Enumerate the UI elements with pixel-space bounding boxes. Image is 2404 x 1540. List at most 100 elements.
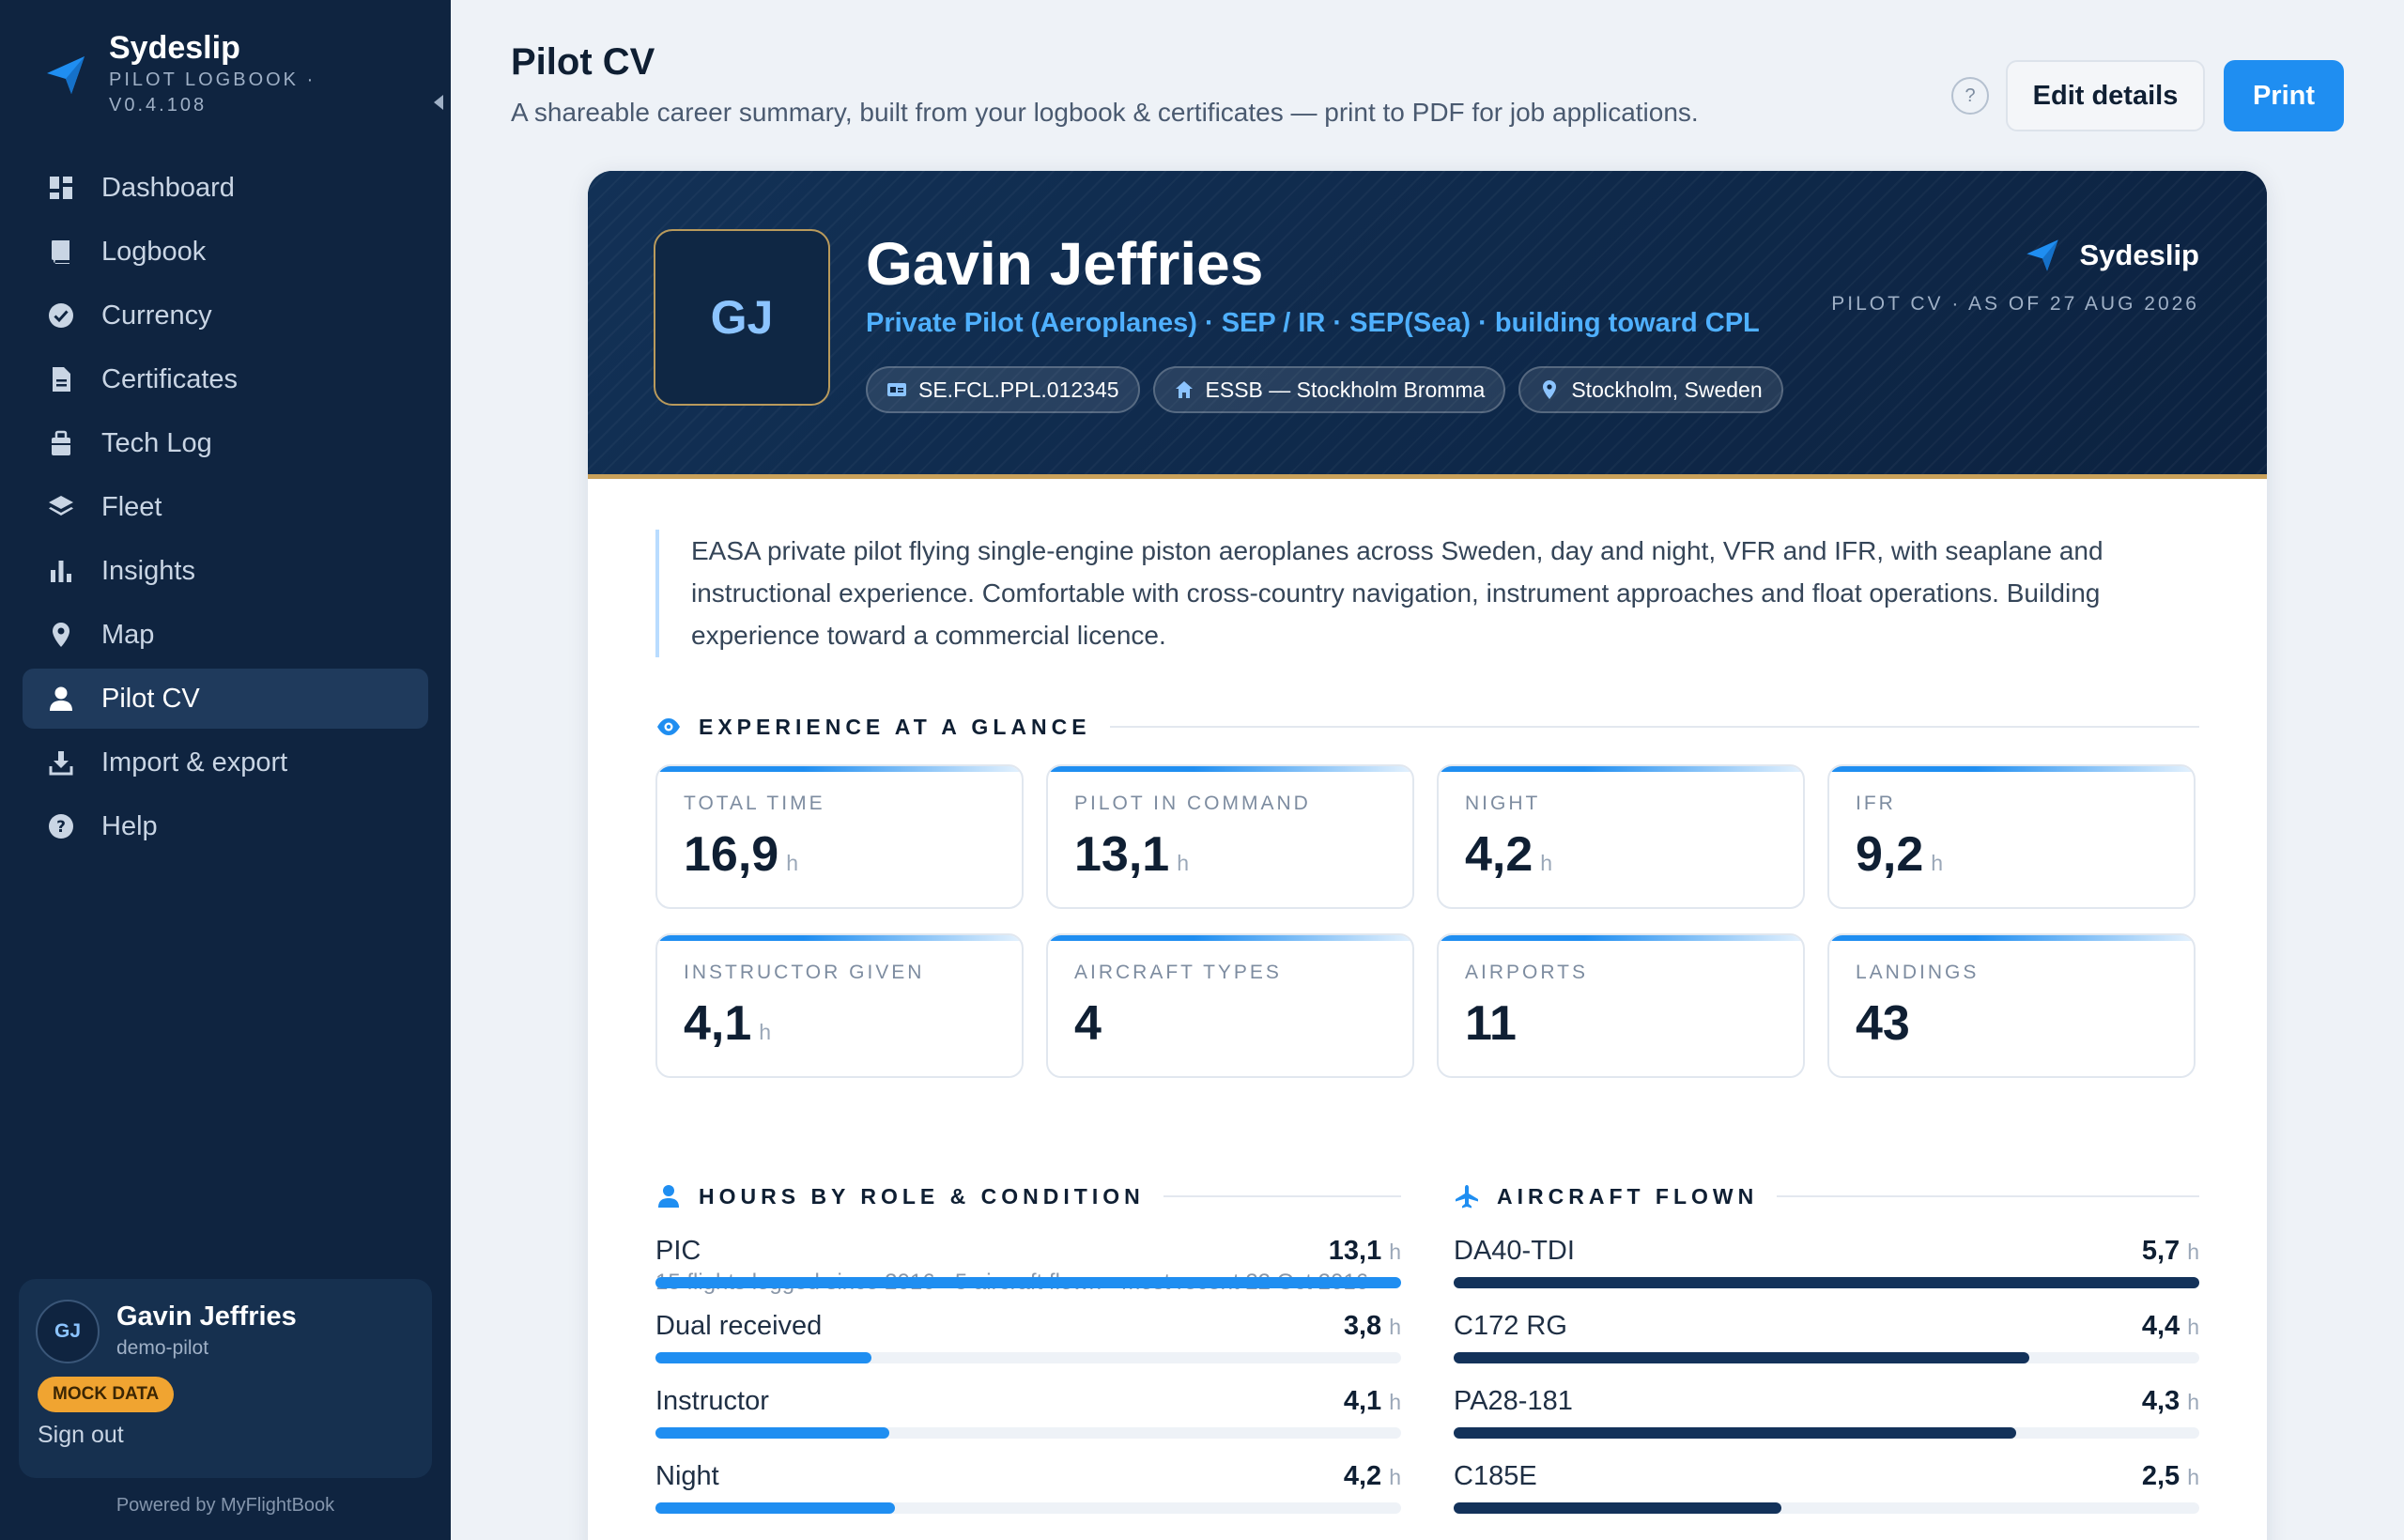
stat-airports: AIRPORTS 11 (1437, 933, 1805, 1078)
stat-value: 4 (1074, 996, 1102, 1051)
stat-pilot-in-command: PILOT IN COMMAND 13,1 h (1046, 764, 1414, 909)
page-subtitle: A shareable career summary, built from y… (511, 98, 1699, 127)
sidebar-item-label: Map (101, 619, 155, 650)
sidebar-item-dashboard[interactable]: Dashboard (23, 158, 428, 218)
aircraft-flown-list: DA40-TDI 5,7 h C172 RG 4,4 h PA28-181 4,3 h… (1454, 1234, 2199, 1534)
stat-label: PILOT IN COMMAND (1074, 793, 1311, 814)
bar-fill (1454, 1352, 2029, 1363)
section-title: HOURS BY ROLE & CONDITION (699, 1183, 1145, 1209)
dashboard-icon (47, 174, 75, 202)
help-button[interactable]: ? (1951, 77, 1989, 115)
pilot-summary: EASA private pilot flying single-engine … (655, 530, 2120, 657)
collapse-sidebar-button[interactable] (424, 88, 453, 116)
svg-text:?: ? (56, 818, 66, 837)
avatar[interactable]: GJ (36, 1300, 100, 1363)
page-title: Pilot CV (511, 41, 655, 83)
sidebar-item-label: Import & export (101, 747, 288, 778)
section-title: AIRCRAFT FLOWN (1497, 1183, 1759, 1209)
cv-brand: Sydeslip (2024, 237, 2200, 274)
divider (1163, 1195, 1401, 1197)
bar-track (1454, 1277, 2199, 1288)
bar-value: 2,5 h (2141, 1461, 2199, 1491)
experience-stats: TOTAL TIME 16,9 h PILOT IN COMMAND 13,1 h … (655, 764, 2199, 1078)
bar-fill (1454, 1427, 2016, 1439)
cv-brand-name: Sydeslip (2079, 239, 2200, 271)
bar-track (655, 1502, 1401, 1514)
stat-label: LANDINGS (1856, 962, 1980, 983)
chip-label: Stockholm, Sweden (1571, 377, 1763, 402)
bar-label: PA28-181 (1454, 1386, 1573, 1416)
stat-label: NIGHT (1465, 793, 1541, 814)
experience-section-header: EXPERIENCE AT A GLANCE (655, 714, 2199, 740)
sidebar-item-label: Currency (101, 300, 212, 331)
person-icon (655, 1183, 682, 1209)
sidebar-item-label: Logbook (101, 236, 207, 267)
eye-icon (655, 714, 682, 740)
hours-row-instructor: Instructor 4,1 h (655, 1384, 1401, 1459)
stat-value: 9,2 h (1856, 827, 1944, 882)
aircraft-row-pa28-181: PA28-181 4,3 h (1454, 1384, 2199, 1459)
sidebar-item-logbook[interactable]: Logbook (23, 222, 428, 282)
aircraft-row-c185e: C185E 2,5 h (1454, 1459, 2199, 1534)
bar-track (1454, 1427, 2199, 1439)
sidebar-item-label: Insights (101, 555, 195, 586)
brand: Sydeslip PILOT LOGBOOK · V0.4.108 (38, 28, 443, 122)
stat-label: TOTAL TIME (684, 793, 825, 814)
toolbox-icon (47, 429, 75, 457)
sidebar-item-label: Help (101, 810, 158, 841)
map-pin-icon (1539, 379, 1560, 400)
stat-instructor-given: INSTRUCTOR GIVEN 4,1 h (655, 933, 1024, 1078)
bar-value: 4,2 h (1343, 1461, 1401, 1491)
sign-out-link[interactable]: Sign out (38, 1422, 124, 1448)
stat-value: 13,1 h (1074, 827, 1190, 882)
bar-value: 13,1 h (1328, 1236, 1401, 1266)
id-card-icon (886, 379, 907, 400)
section-title: EXPERIENCE AT A GLANCE (699, 714, 1091, 739)
help-circle-icon: ? (47, 812, 75, 840)
stat-value: 16,9 h (684, 827, 799, 882)
app-version: PILOT LOGBOOK · V0.4.108 (109, 69, 316, 116)
bar-chart-icon (47, 557, 75, 585)
bar-track (1454, 1502, 2199, 1514)
sidebar-item-help[interactable]: ? Help (23, 796, 428, 856)
airplane-icon (1454, 1183, 1480, 1209)
sidebar-item-currency[interactable]: Currency (23, 285, 428, 346)
pilot-name: Gavin Jeffries (866, 230, 1264, 298)
sidebar-item-insights[interactable]: Insights (23, 541, 428, 601)
licence-chip: SE.FCL.PPL.012345 (866, 366, 1140, 413)
layers-icon (47, 493, 75, 521)
cv-hero: GJ Gavin Jeffries Private Pilot (Aeropla… (588, 171, 2267, 479)
aircraft-row-da40-tdi: DA40-TDI 5,7 h (1454, 1234, 2199, 1309)
sidebar-item-fleet[interactable]: Fleet (23, 477, 428, 537)
bar-label: Instructor (655, 1386, 769, 1416)
sidebar-item-tech-log[interactable]: Tech Log (23, 413, 428, 473)
stat-value: 4,2 h (1465, 827, 1553, 882)
bar-value: 5,7 h (2141, 1236, 2199, 1266)
stat-label: INSTRUCTOR GIVEN (684, 962, 925, 983)
sidebar-item-pilot-cv[interactable]: Pilot CV (23, 669, 428, 729)
sidebar-item-import-export[interactable]: Import & export (23, 732, 428, 793)
sidebar-item-label: Fleet (101, 491, 162, 522)
sidebar-item-label: Tech Log (101, 427, 212, 458)
bar-fill (655, 1502, 895, 1514)
stat-label: AIRPORTS (1465, 962, 1588, 983)
paper-plane-logo-icon (47, 56, 85, 94)
powered-by: Powered by MyFlightBook (116, 1495, 335, 1516)
aircraft-row-c172-rg: C172 RG 4,4 h (1454, 1309, 2199, 1384)
bar-label: DA40-TDI (1454, 1236, 1575, 1266)
sidebar-item-label: Certificates (101, 363, 239, 394)
user-name: Gavin Jeffries (116, 1301, 297, 1332)
home-icon (1174, 379, 1194, 400)
print-button[interactable]: Print (2224, 60, 2344, 131)
bar-value: 4,1 h (1343, 1386, 1401, 1416)
edit-details-button[interactable]: Edit details (2006, 60, 2205, 131)
hours-row-dual-received: Dual received 3,8 h (655, 1309, 1401, 1384)
location-chip: Stockholm, Sweden (1518, 366, 1783, 413)
pilot-chips: SE.FCL.PPL.012345 ESSB — Stockholm Bromm… (866, 366, 1783, 413)
bar-fill (655, 1427, 889, 1439)
bar-value: 4,4 h (2141, 1311, 2199, 1341)
bar-fill (1454, 1502, 1781, 1514)
sidebar-item-map[interactable]: Map (23, 605, 428, 665)
sidebar-item-certificates[interactable]: Certificates (23, 349, 428, 409)
cv-as-of: PILOT CV · AS OF 27 AUG 2026 (1831, 293, 2199, 315)
